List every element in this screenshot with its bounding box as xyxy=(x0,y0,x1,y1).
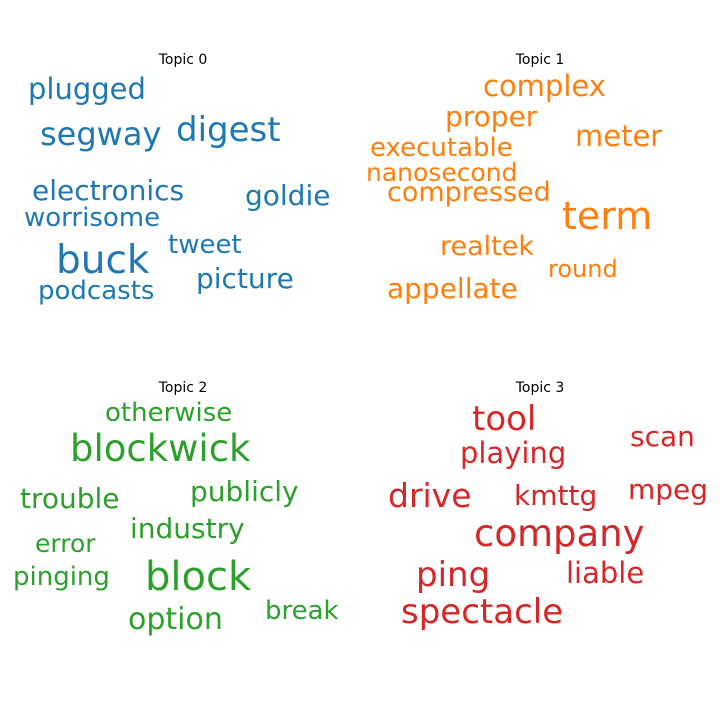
topic-2-word-trouble: trouble xyxy=(20,482,120,515)
topic-2-word-blockwick: blockwick xyxy=(70,427,251,470)
topic-2-word-industry: industry xyxy=(130,512,245,545)
topic-0-wordcloud: Topic 0 plugged segway digest electronics go… xyxy=(0,0,360,360)
topic-3-title: Topic 3 xyxy=(515,380,565,396)
topic-2-word-pinging: pinging xyxy=(13,562,110,592)
topic-2-word-break: break xyxy=(265,596,339,626)
topic-1-word-appellate: appellate xyxy=(387,272,518,305)
topic-2-title: Topic 2 xyxy=(158,380,208,396)
topic-2-wordcloud: Topic 2 otherwise blockwick trouble publicl… xyxy=(0,360,360,720)
topic-0-word-worrisome: worrisome xyxy=(24,203,161,233)
topic-0-word-buck: buck xyxy=(56,238,150,283)
topic-2-word-option: option xyxy=(128,602,223,637)
topic-1-wordcloud: Topic 1 complex proper meter executable nano… xyxy=(360,0,720,360)
topic-2-word-otherwise: otherwise xyxy=(105,398,233,428)
topic-0-word-digest: digest xyxy=(176,110,281,150)
topic-0-word-podcasts: podcasts xyxy=(38,276,155,306)
topic-3-word-tool: tool xyxy=(472,399,537,439)
topic-3-wordcloud: Topic 3 tool scan playing drive kmttg mpeg com… xyxy=(360,360,720,720)
topic-3-word-ping: ping xyxy=(416,555,491,595)
topic-0-word-picture: picture xyxy=(196,262,294,295)
topic-1-word-nanosecond: nanosecond xyxy=(366,158,518,187)
topic-0-word-tweet: tweet xyxy=(168,230,242,260)
topic-3-word-playing: playing xyxy=(460,436,567,470)
topic-0-word-goldie: goldie xyxy=(245,179,331,212)
topic-1-word-executable: executable xyxy=(370,133,513,163)
topic-2-word-publicly: publicly xyxy=(190,475,299,508)
topic-1-word-meter: meter xyxy=(575,119,663,153)
topic-3-word-liable: liable xyxy=(566,556,645,590)
topic-1-title: Topic 1 xyxy=(515,52,565,68)
topic-1-word-realtek: realtek xyxy=(440,231,534,262)
topic-3-word-mpeg: mpeg xyxy=(628,473,709,506)
topic-2-word-block: block xyxy=(145,554,252,600)
topic-3-word-drive: drive xyxy=(388,476,472,515)
topic-1-word-round: round xyxy=(548,255,618,283)
topic-2-word-error: error xyxy=(35,529,96,558)
topic-3-word-company: company xyxy=(474,512,645,555)
topic-0-word-segway: segway xyxy=(40,115,162,153)
topic-1-word-compressed: compressed xyxy=(387,177,551,208)
topic-0-word-electronics: electronics xyxy=(32,174,185,207)
topic-3-word-spectacle: spectacle xyxy=(401,592,564,632)
topic-3-word-kmttg: kmttg xyxy=(514,479,598,512)
topic-3-word-scan: scan xyxy=(630,420,695,453)
topic-0-word-plugged: plugged xyxy=(28,72,146,106)
topic-1-word-proper: proper xyxy=(445,100,538,133)
topic-1-word-term: term xyxy=(562,194,653,238)
topic-0-title: Topic 0 xyxy=(158,52,208,68)
topic-1-word-complex: complex xyxy=(483,69,606,103)
